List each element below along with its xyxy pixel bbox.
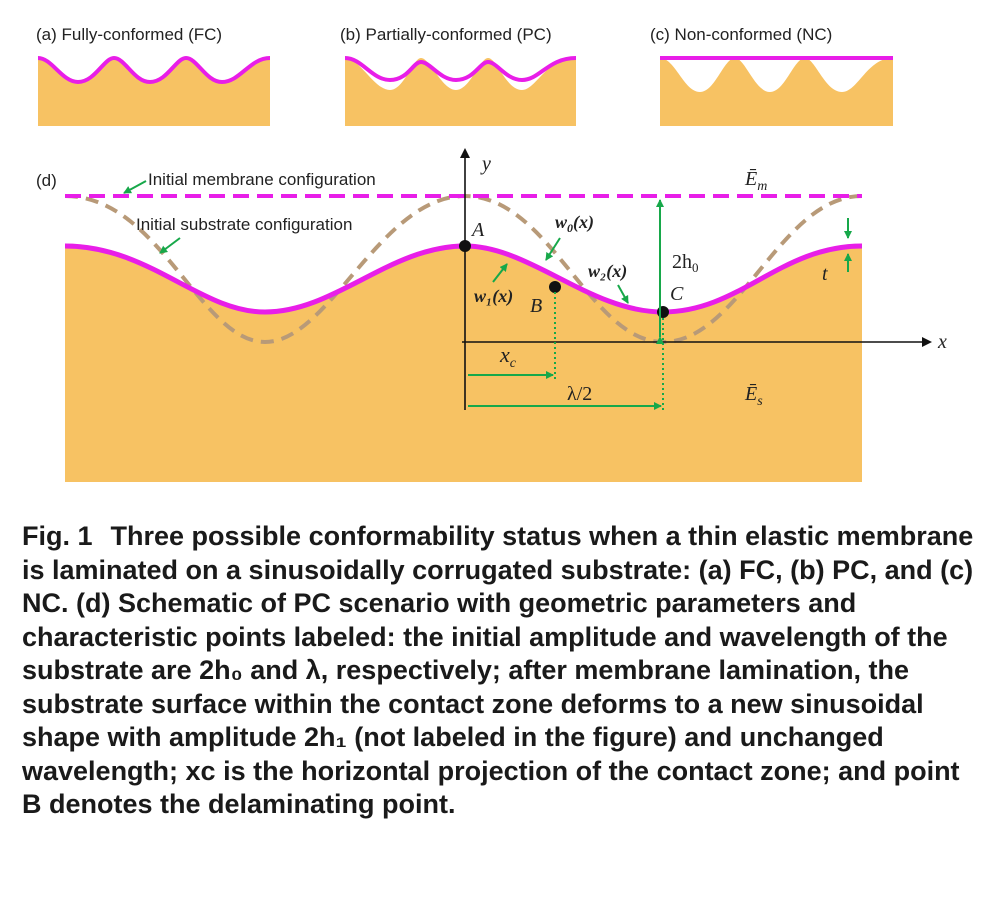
point-b-marker bbox=[549, 281, 561, 293]
substrate-modulus-label: Ēs bbox=[744, 383, 763, 409]
panel-a-membrane bbox=[37, 55, 271, 85]
initial-membrane-arrow bbox=[123, 180, 147, 194]
panel-b-substrate bbox=[345, 58, 576, 126]
caption-text: Three possible conformability status whe… bbox=[22, 521, 974, 819]
w2-arrow bbox=[617, 284, 629, 304]
point-a-marker bbox=[459, 240, 471, 252]
panel-b-membrane bbox=[344, 56, 577, 83]
figure-number: Fig. 1 bbox=[22, 521, 93, 551]
panel-c-substrate bbox=[660, 58, 893, 126]
w1-label: w₁(x) bbox=[474, 286, 513, 307]
two-h0-label: 2h0 bbox=[672, 251, 699, 275]
conformability-figure: (a) Fully-conformed (FC) (b) Partially-c… bbox=[36, 25, 947, 482]
panel-a-fully-conformed bbox=[37, 55, 271, 126]
panel-b-partially-conformed bbox=[344, 56, 577, 126]
point-c-marker bbox=[657, 306, 669, 318]
initial-substrate-arrow bbox=[159, 237, 181, 254]
membrane-modulus-label: Ēm bbox=[744, 168, 767, 194]
point-c-label: C bbox=[670, 283, 684, 305]
initial-substrate-label: Initial substrate configuration bbox=[136, 215, 352, 234]
w0-label: w0(x) bbox=[555, 212, 594, 235]
panel-d-label: (d) bbox=[36, 171, 57, 190]
panel-c-title: (c) Non-conformed (NC) bbox=[650, 25, 832, 44]
point-a-label: A bbox=[470, 219, 485, 241]
panel-a-title: (a) Fully-conformed (FC) bbox=[36, 25, 222, 44]
w1-arrow bbox=[492, 263, 508, 283]
panel-b-title: (b) Partially-conformed (PC) bbox=[340, 25, 552, 44]
initial-membrane-label: Initial membrane configuration bbox=[148, 170, 376, 189]
w0-arrow bbox=[545, 237, 561, 261]
panel-d-schematic: y x A B C 2h0 xc λ/2 t Ēm Ēs w0(x) w₁(x) bbox=[64, 148, 947, 482]
thickness-label: t bbox=[822, 263, 828, 285]
xc-label: xc bbox=[499, 342, 517, 371]
panel-a-substrate bbox=[38, 58, 270, 126]
axis-x-label: x bbox=[937, 331, 947, 353]
figure-caption: Fig. 1 Three possible conformability stat… bbox=[22, 520, 977, 822]
point-b-label: B bbox=[530, 295, 542, 317]
half-lambda-label: λ/2 bbox=[567, 383, 592, 405]
w2-label: w₂(x) bbox=[588, 261, 627, 282]
panel-c-non-conformed bbox=[660, 56, 893, 126]
panel-d-substrate bbox=[65, 246, 862, 482]
axis-y-label: y bbox=[480, 153, 491, 175]
